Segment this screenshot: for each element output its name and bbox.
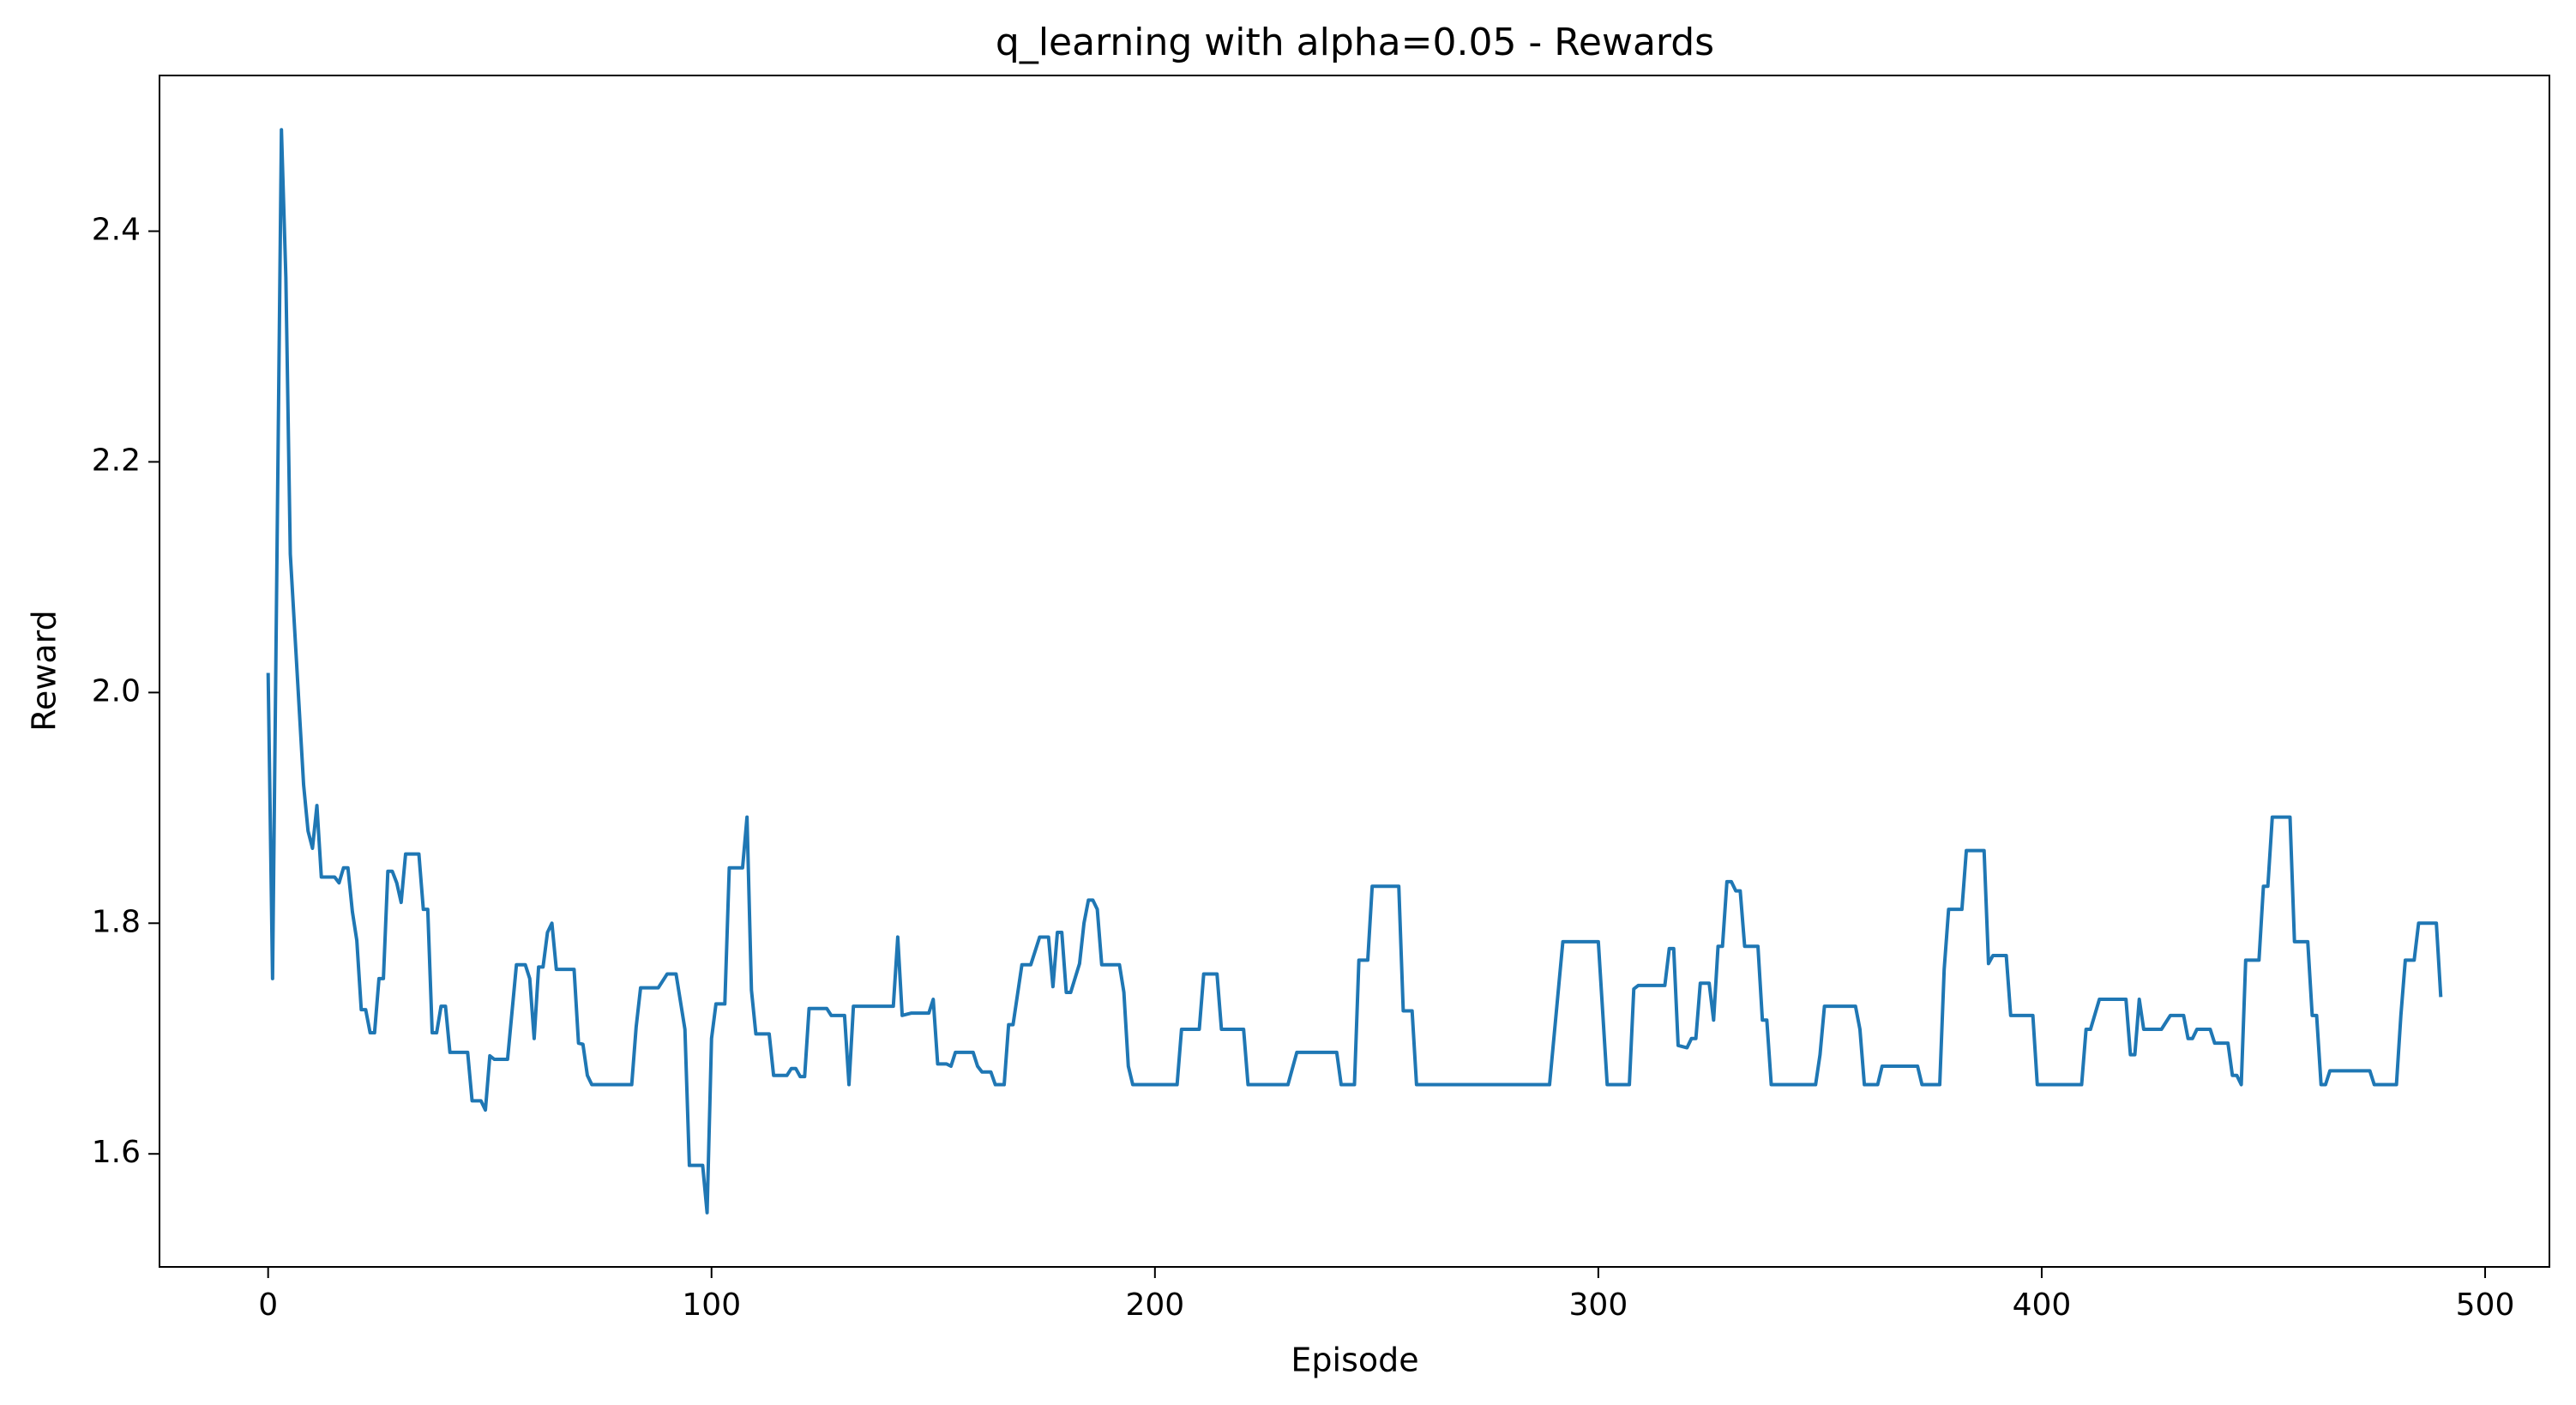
x-tick-label: 300	[1569, 1287, 1628, 1323]
y-tick-label: 1.8	[92, 904, 141, 939]
y-tick-label: 2.2	[92, 443, 141, 478]
chart-title: q_learning with alpha=0.05 - Rewards	[996, 21, 1714, 64]
x-tick-label: 0	[258, 1287, 278, 1323]
y-tick-label: 1.6	[92, 1135, 141, 1170]
x-tick-label: 100	[682, 1287, 741, 1323]
x-tick-label: 400	[2013, 1287, 2072, 1323]
plot-frame	[159, 75, 2550, 1268]
y-axis-label: Reward	[26, 610, 63, 732]
x-tick-label: 500	[2456, 1287, 2515, 1323]
y-tick-label: 2.4	[92, 213, 141, 248]
y-tick-label: 2.0	[92, 673, 141, 709]
x-tick-label: 200	[1125, 1287, 1184, 1323]
x-axis-label: Episode	[1291, 1342, 1418, 1379]
reward-line	[266, 128, 2443, 1215]
